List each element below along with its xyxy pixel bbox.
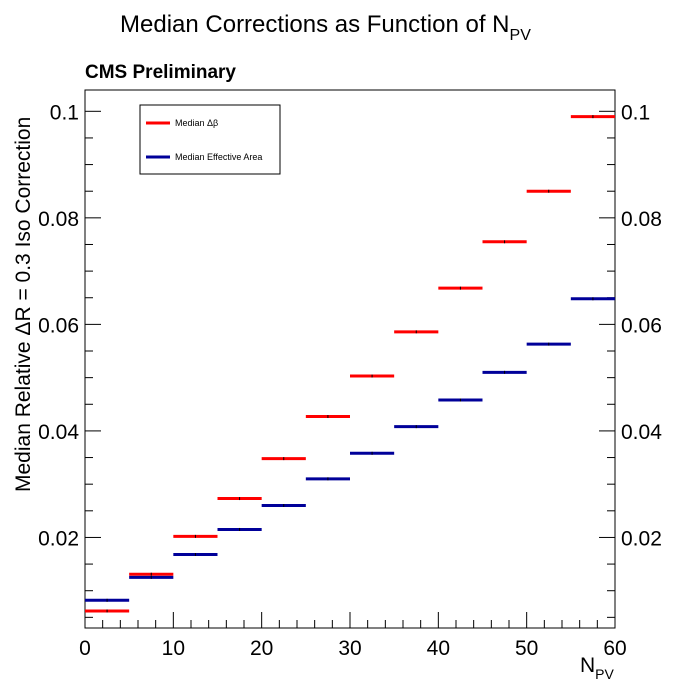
series-layer bbox=[85, 115, 615, 613]
x-tick-label: 40 bbox=[427, 637, 450, 660]
x-tick-label: 10 bbox=[162, 637, 185, 660]
y-tick-label-right: 0.02 bbox=[621, 527, 662, 550]
y-tick-label-left: 0.04 bbox=[38, 421, 79, 444]
x-tick-label: 0 bbox=[79, 637, 91, 660]
x-tick-labels: 0 10 20 30 40 50 60 bbox=[79, 637, 627, 660]
y-axis-label: Median Relative ΔR = 0.3 Iso Correction bbox=[12, 117, 35, 492]
y-tick-label-left: 0.02 bbox=[38, 527, 79, 550]
x-tick-label: 60 bbox=[603, 637, 626, 660]
y-tick-labels: 0.02 0.02 0.04 0.04 0.06 0.06 0.08 0.08 0.1 0.1 bbox=[38, 101, 662, 550]
y-tick-label-right: 0.08 bbox=[621, 208, 662, 231]
x-axis-label: NPV bbox=[580, 654, 615, 682]
series-0 bbox=[85, 115, 615, 613]
x-tick-label: 50 bbox=[515, 637, 538, 660]
y-tick-label-right: 0.06 bbox=[621, 314, 662, 337]
series-1 bbox=[85, 297, 615, 602]
y-tick-label-left: 0.08 bbox=[38, 208, 79, 231]
x-tick-label: 20 bbox=[250, 637, 273, 660]
y-tick-label-right: 0.1 bbox=[621, 101, 650, 124]
x-tick-label: 30 bbox=[338, 637, 361, 660]
axis-ticks bbox=[84, 110, 616, 628]
legend: Median Δβ Median Effective Area bbox=[139, 104, 281, 175]
legend-label-delta-beta: Median Δβ bbox=[175, 118, 218, 128]
y-tick-label-right: 0.04 bbox=[621, 421, 662, 444]
chart-title: Median Corrections as Function of NPV bbox=[120, 11, 531, 44]
cms-label: CMS Preliminary bbox=[85, 62, 236, 83]
legend-label-effective-area: Median Effective Area bbox=[175, 152, 262, 162]
y-tick-label-left: 0.1 bbox=[50, 101, 79, 124]
legend-box bbox=[139, 104, 281, 175]
y-tick-label-left: 0.06 bbox=[38, 314, 79, 337]
